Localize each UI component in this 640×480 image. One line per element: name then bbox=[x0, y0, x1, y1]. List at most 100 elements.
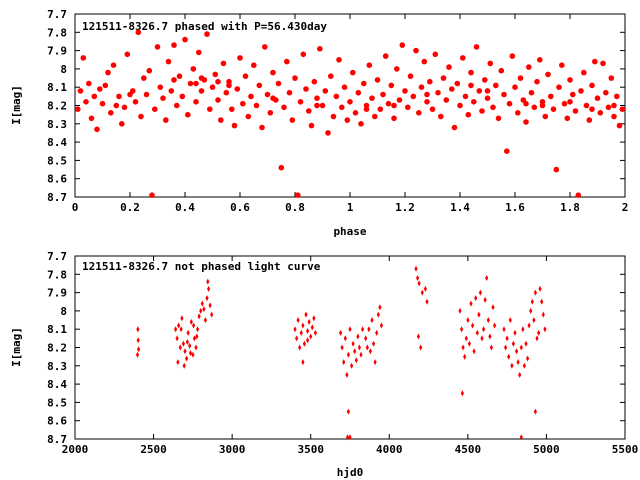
phased-data-point bbox=[204, 31, 210, 37]
phased-data-point bbox=[407, 73, 414, 79]
phased-data-point bbox=[391, 115, 397, 122]
phased-data-point bbox=[504, 148, 510, 154]
unphased-data-point bbox=[372, 340, 376, 347]
phased-data-point bbox=[515, 110, 521, 116]
phased-data-point bbox=[355, 89, 362, 96]
phased-data-point bbox=[185, 111, 191, 118]
phased-x-tick-label: 0.4 bbox=[175, 201, 195, 214]
phased-x-tick-label: 0.2 bbox=[120, 201, 140, 214]
phased-data-point bbox=[253, 102, 260, 109]
unphased-y-tick-label: 7.9 bbox=[47, 287, 67, 300]
phased-data-points bbox=[75, 29, 626, 198]
phased-data-point bbox=[586, 117, 593, 123]
phased-data-point bbox=[105, 69, 111, 76]
phased-data-point bbox=[171, 42, 177, 48]
unphased-data-point bbox=[488, 333, 492, 340]
phased-data-point bbox=[319, 102, 326, 109]
unphased-data-point bbox=[208, 302, 212, 309]
unphased-y-tick-label: 8.3 bbox=[47, 360, 67, 373]
unphased-data-point bbox=[471, 322, 475, 329]
phased-data-point bbox=[366, 62, 373, 68]
phased-data-point bbox=[559, 62, 565, 68]
phased-data-point bbox=[110, 62, 117, 68]
phased-data-point bbox=[473, 44, 480, 50]
phased-data-point bbox=[193, 99, 199, 105]
phased-data-point bbox=[583, 102, 590, 109]
unphased-data-point bbox=[207, 285, 211, 292]
phased-data-point bbox=[97, 86, 103, 92]
phased-data-point bbox=[556, 84, 562, 90]
phased-data-point bbox=[429, 106, 436, 112]
unphased-data-point bbox=[179, 326, 183, 333]
phased-panel: 121511-8326.7 phased with P=56.430day ph… bbox=[10, 8, 628, 238]
phased-data-point bbox=[471, 99, 477, 105]
phased-data-point bbox=[132, 99, 139, 105]
phased-data-point bbox=[328, 73, 334, 79]
phased-data-point bbox=[449, 86, 455, 92]
unphased-data-point bbox=[504, 344, 508, 351]
unphased-x-axis-label: hjd0 bbox=[337, 466, 364, 479]
unphased-y-tick-label: 8 bbox=[60, 305, 67, 318]
phased-data-point bbox=[314, 102, 320, 109]
phased-data-point bbox=[165, 58, 172, 65]
phased-data-point bbox=[281, 104, 287, 111]
unphased-data-point bbox=[197, 313, 201, 320]
unphased-data-point bbox=[526, 355, 530, 362]
unphased-data-point bbox=[467, 340, 471, 347]
unphased-data-point bbox=[192, 335, 196, 342]
phased-data-point bbox=[418, 84, 425, 90]
unphased-data-point bbox=[493, 322, 497, 329]
unphased-data-point bbox=[464, 335, 468, 342]
phased-y-axis-label: I[mag] bbox=[10, 85, 23, 125]
unphased-data-point bbox=[460, 326, 464, 333]
phased-data-point bbox=[149, 192, 155, 198]
unphased-data-point bbox=[417, 280, 421, 287]
unphased-data-point bbox=[508, 317, 512, 324]
unphased-data-point bbox=[188, 350, 193, 356]
phased-data-point bbox=[124, 51, 131, 58]
phased-data-point bbox=[608, 75, 615, 81]
phased-x-tick-label: 1.4 bbox=[450, 201, 470, 214]
unphased-data-point bbox=[518, 371, 522, 378]
phased-data-point bbox=[127, 91, 133, 98]
unphased-data-point bbox=[425, 298, 429, 305]
phased-data-point bbox=[229, 106, 235, 112]
phased-y-tick-label: 7.9 bbox=[47, 45, 67, 58]
unphased-data-point bbox=[516, 359, 520, 366]
phased-data-point bbox=[251, 62, 257, 68]
phased-y-tick-label: 8.4 bbox=[47, 136, 67, 149]
phased-y-tick-label: 8.6 bbox=[47, 173, 67, 186]
phased-data-point bbox=[146, 67, 153, 74]
unphased-data-point bbox=[295, 335, 299, 342]
unphased-data-point bbox=[195, 333, 199, 340]
unphased-data-point bbox=[210, 311, 214, 318]
unphased-data-point bbox=[378, 304, 382, 311]
unphased-data-point bbox=[370, 317, 374, 324]
phased-data-point bbox=[482, 77, 488, 83]
unphased-x-tick-label: 3000 bbox=[219, 443, 246, 456]
phased-chart-title: 121511-8326.7 phased with P=56.430day bbox=[82, 20, 327, 33]
phased-data-point bbox=[220, 60, 227, 67]
unphased-y-tick-label: 8.1 bbox=[47, 323, 67, 336]
phased-data-point bbox=[531, 104, 538, 111]
unphased-data-point bbox=[538, 285, 542, 292]
unphased-x-tick-label: 5500 bbox=[612, 443, 639, 456]
phased-data-point bbox=[427, 78, 433, 85]
phased-data-point bbox=[264, 91, 271, 98]
unphased-data-point bbox=[535, 335, 539, 342]
unphased-data-point bbox=[510, 362, 514, 369]
unphased-data-point bbox=[376, 311, 380, 318]
phased-data-point bbox=[284, 58, 290, 65]
phased-data-point bbox=[526, 64, 532, 70]
phased-data-point bbox=[341, 84, 348, 90]
unphased-data-point bbox=[137, 346, 141, 353]
phased-data-point bbox=[567, 99, 573, 105]
phased-data-point bbox=[572, 108, 579, 114]
unphased-data-point bbox=[469, 300, 473, 307]
phased-data-point bbox=[385, 100, 392, 107]
unphased-data-point bbox=[309, 333, 313, 340]
phased-data-point bbox=[517, 75, 524, 81]
phased-data-point bbox=[174, 102, 180, 109]
phased-data-point bbox=[339, 104, 345, 111]
phased-data-point bbox=[267, 110, 274, 116]
